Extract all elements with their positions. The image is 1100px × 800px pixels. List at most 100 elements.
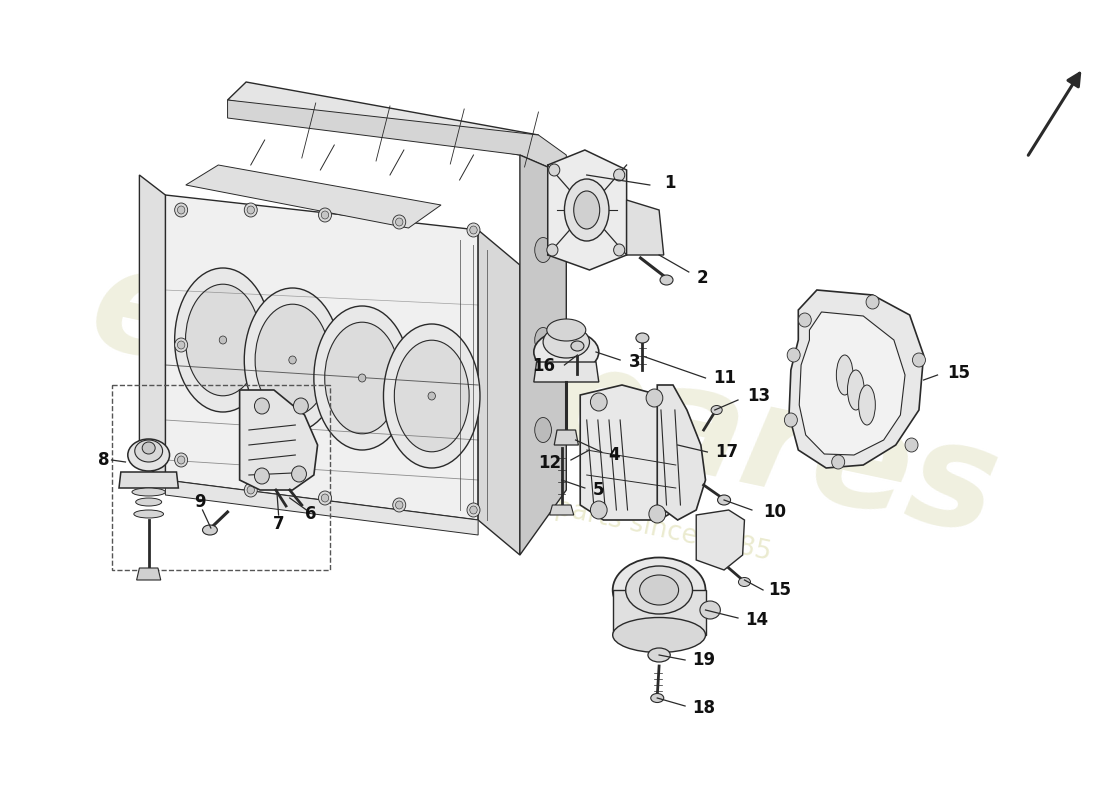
Circle shape bbox=[294, 398, 308, 414]
Polygon shape bbox=[627, 200, 663, 255]
Circle shape bbox=[321, 211, 329, 219]
Ellipse shape bbox=[134, 510, 164, 518]
Text: 11: 11 bbox=[713, 369, 736, 387]
Circle shape bbox=[175, 338, 188, 352]
Ellipse shape bbox=[535, 327, 551, 353]
Bar bbox=[111, 385, 330, 570]
Text: 19: 19 bbox=[693, 651, 716, 669]
Polygon shape bbox=[534, 362, 598, 382]
Circle shape bbox=[319, 491, 331, 505]
Circle shape bbox=[614, 244, 625, 256]
Polygon shape bbox=[548, 150, 627, 270]
Text: 5: 5 bbox=[592, 481, 604, 499]
Polygon shape bbox=[119, 472, 178, 488]
Ellipse shape bbox=[626, 566, 693, 614]
Polygon shape bbox=[613, 590, 705, 635]
Circle shape bbox=[177, 456, 185, 464]
Circle shape bbox=[396, 501, 403, 509]
Ellipse shape bbox=[700, 601, 720, 619]
Text: 2: 2 bbox=[696, 269, 707, 287]
Polygon shape bbox=[186, 165, 441, 228]
Circle shape bbox=[614, 169, 625, 181]
Ellipse shape bbox=[394, 340, 469, 452]
Circle shape bbox=[248, 486, 254, 494]
Ellipse shape bbox=[128, 439, 169, 471]
Circle shape bbox=[393, 498, 406, 512]
Circle shape bbox=[244, 203, 257, 217]
Text: 12: 12 bbox=[539, 454, 562, 472]
Circle shape bbox=[468, 223, 480, 237]
Circle shape bbox=[393, 215, 406, 229]
Circle shape bbox=[244, 483, 257, 497]
Ellipse shape bbox=[186, 284, 261, 396]
Ellipse shape bbox=[202, 525, 218, 535]
Circle shape bbox=[254, 398, 270, 414]
Text: 14: 14 bbox=[746, 611, 769, 629]
Polygon shape bbox=[554, 430, 579, 445]
Circle shape bbox=[547, 244, 558, 256]
Text: 4: 4 bbox=[608, 446, 619, 464]
Circle shape bbox=[866, 295, 879, 309]
Text: 13: 13 bbox=[747, 387, 770, 405]
Circle shape bbox=[319, 208, 331, 222]
Polygon shape bbox=[789, 290, 924, 468]
Ellipse shape bbox=[571, 341, 584, 351]
Text: 6: 6 bbox=[306, 505, 317, 523]
Text: 17: 17 bbox=[715, 443, 738, 461]
Ellipse shape bbox=[255, 304, 330, 416]
Circle shape bbox=[788, 348, 800, 362]
Circle shape bbox=[175, 453, 188, 467]
Polygon shape bbox=[165, 480, 479, 535]
Ellipse shape bbox=[547, 319, 586, 341]
Circle shape bbox=[470, 226, 477, 234]
Polygon shape bbox=[228, 100, 566, 175]
Text: 1: 1 bbox=[663, 174, 675, 192]
Text: 18: 18 bbox=[693, 699, 715, 717]
Circle shape bbox=[248, 206, 254, 214]
Circle shape bbox=[591, 393, 607, 411]
Ellipse shape bbox=[648, 648, 670, 662]
Circle shape bbox=[591, 501, 607, 519]
Circle shape bbox=[177, 341, 185, 349]
Ellipse shape bbox=[132, 488, 165, 496]
Circle shape bbox=[549, 164, 560, 176]
Ellipse shape bbox=[574, 191, 600, 229]
Ellipse shape bbox=[175, 268, 272, 412]
Ellipse shape bbox=[613, 618, 705, 653]
Ellipse shape bbox=[859, 385, 876, 425]
Text: 16: 16 bbox=[532, 357, 556, 375]
Ellipse shape bbox=[543, 326, 590, 358]
Ellipse shape bbox=[711, 406, 723, 414]
Polygon shape bbox=[478, 230, 520, 555]
Text: 10: 10 bbox=[763, 503, 786, 521]
Ellipse shape bbox=[384, 324, 480, 468]
Polygon shape bbox=[228, 82, 539, 155]
Text: 15: 15 bbox=[947, 364, 970, 382]
Polygon shape bbox=[240, 390, 318, 490]
Text: 7: 7 bbox=[273, 515, 285, 533]
Ellipse shape bbox=[836, 355, 854, 395]
Text: 9: 9 bbox=[194, 493, 206, 511]
Ellipse shape bbox=[651, 694, 663, 702]
Polygon shape bbox=[696, 510, 745, 570]
Circle shape bbox=[396, 218, 403, 226]
Ellipse shape bbox=[314, 306, 410, 450]
Text: 3: 3 bbox=[628, 353, 640, 371]
Circle shape bbox=[321, 494, 329, 502]
Ellipse shape bbox=[428, 392, 436, 400]
Ellipse shape bbox=[535, 418, 551, 442]
Circle shape bbox=[470, 506, 477, 514]
Polygon shape bbox=[140, 175, 165, 480]
Circle shape bbox=[292, 466, 307, 482]
Ellipse shape bbox=[738, 578, 750, 586]
Ellipse shape bbox=[135, 498, 162, 506]
Circle shape bbox=[254, 468, 270, 484]
Circle shape bbox=[177, 206, 185, 214]
Polygon shape bbox=[580, 385, 686, 520]
Polygon shape bbox=[657, 385, 705, 520]
Ellipse shape bbox=[135, 440, 163, 462]
Polygon shape bbox=[520, 155, 566, 555]
Circle shape bbox=[799, 313, 812, 327]
Ellipse shape bbox=[324, 322, 399, 434]
Ellipse shape bbox=[639, 575, 679, 605]
